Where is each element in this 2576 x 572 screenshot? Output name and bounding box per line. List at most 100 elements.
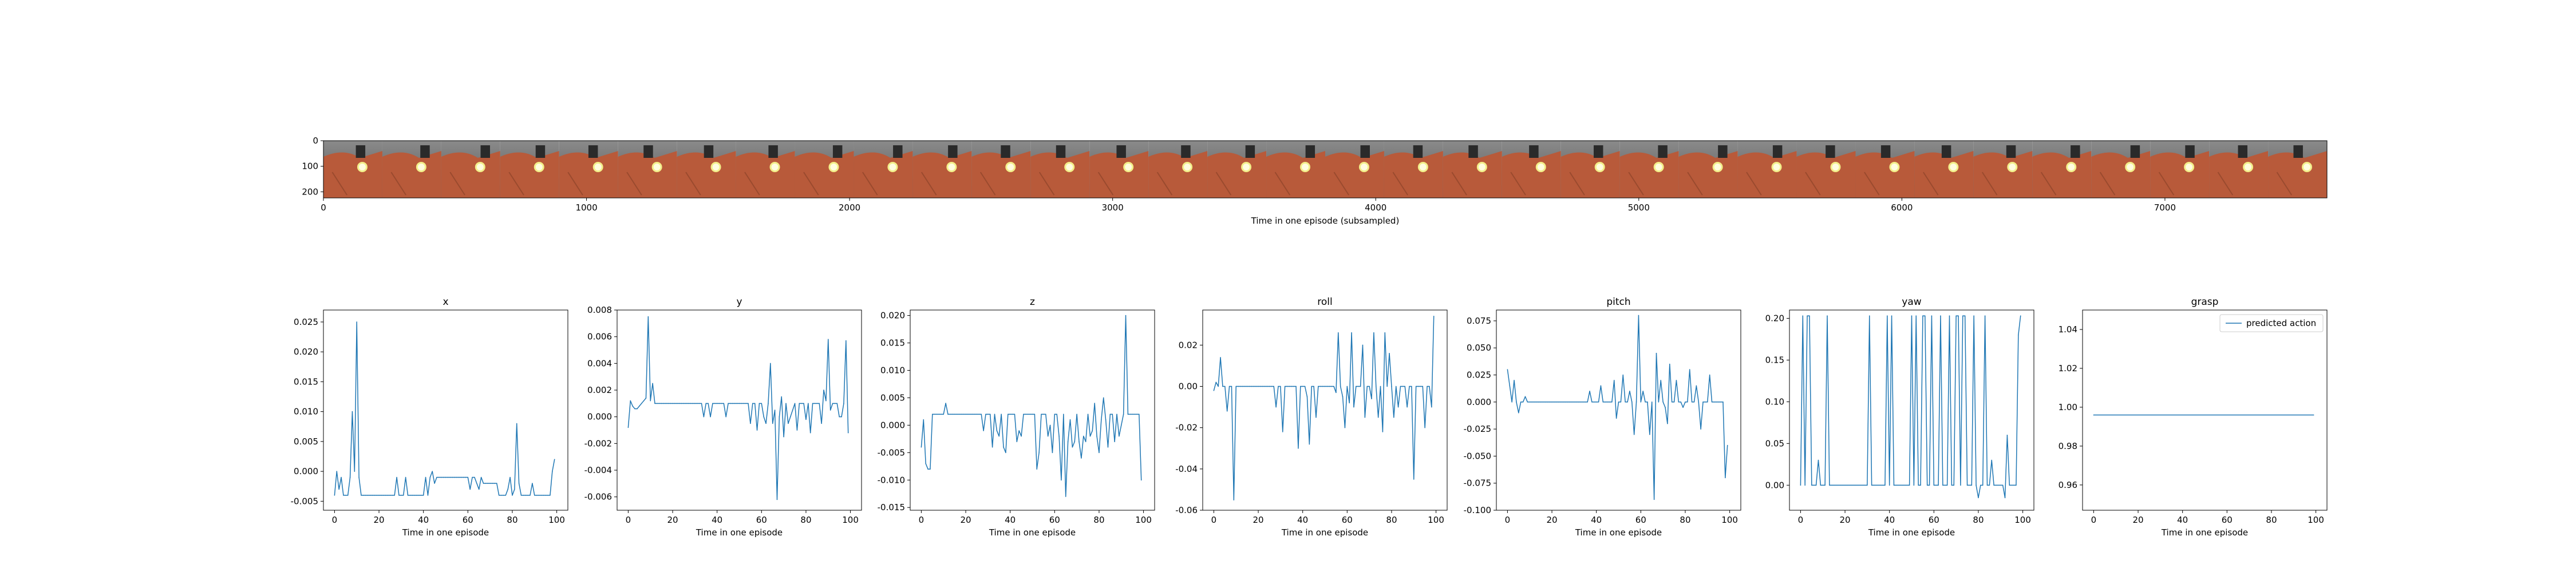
yaw-data-point <box>1986 484 1988 486</box>
grasp-ytick-label: 1.02 <box>2059 363 2077 374</box>
strip-frame <box>1443 141 1502 198</box>
z-data-point <box>1058 435 1060 437</box>
z-data-point <box>1032 414 1033 415</box>
grasp-axes-frame <box>2082 309 2328 511</box>
roll-data-point <box>1364 416 1366 418</box>
z-data-point <box>967 414 969 415</box>
pitch-data-point <box>1620 402 1622 403</box>
pitch-data-point <box>1633 434 1635 435</box>
pitch-data-point <box>1516 402 1517 403</box>
pitch-data-point <box>1689 369 1690 370</box>
strip-frame <box>1973 141 2033 198</box>
strip-axes: 0 1000 2000 3000 4000 5000 6000 7000 0 100 200 <box>302 136 2176 213</box>
roll-data-point <box>1235 386 1237 387</box>
x-data-point <box>543 495 544 496</box>
x-data-point <box>452 476 453 478</box>
strip-frame <box>441 141 500 198</box>
roll-xlabel: Time in one episode <box>1281 527 1368 538</box>
roll-data-point <box>1400 386 1401 387</box>
y-data-point <box>808 403 809 404</box>
yaw-data-point <box>1969 484 1970 486</box>
y-data-point <box>847 432 849 434</box>
x-data-point <box>505 495 507 496</box>
roll-data-point <box>1429 386 1430 387</box>
x-data-point <box>429 476 431 478</box>
y-data-point <box>712 403 713 404</box>
roll-data-point <box>1402 386 1404 387</box>
roll-data-point <box>1253 386 1255 387</box>
x-ytick-label: 0.005 <box>294 436 318 447</box>
x-xtick-label: 60 <box>463 515 473 525</box>
x-ytick-label: 0.000 <box>294 466 318 476</box>
yaw-data-point <box>2006 434 2008 436</box>
x-data-point <box>369 495 371 496</box>
y-data-point <box>779 416 780 418</box>
x-data-point <box>418 495 420 496</box>
x-data-point <box>374 495 376 496</box>
z-data-point <box>1054 414 1056 415</box>
yaw-data-point <box>1847 484 1848 486</box>
z-data-point <box>1136 414 1137 415</box>
roll-data-point <box>1420 386 1421 387</box>
roll-data-point <box>1291 386 1293 387</box>
y-data-point <box>652 383 653 384</box>
pitch-data-point <box>1602 402 1604 403</box>
x-data-point <box>338 488 339 490</box>
pitch-data-point <box>1696 385 1697 387</box>
roll-data-point <box>1262 386 1263 387</box>
strip-frame <box>618 141 677 198</box>
roll-data-point <box>1238 386 1239 387</box>
x-series-line <box>334 321 555 496</box>
y-data-point <box>756 430 758 431</box>
roll-data-point <box>1362 344 1364 346</box>
z-data-point <box>1061 479 1062 481</box>
yaw-data-point <box>1851 484 1852 486</box>
pitch-data-point <box>1629 391 1630 392</box>
x-xtick-label: 100 <box>548 515 565 525</box>
yaw-data-point <box>1868 315 1870 317</box>
x-data-point <box>547 495 548 496</box>
pitch-data-point <box>1685 402 1686 403</box>
roll-data-point <box>1240 386 1241 387</box>
x-data-point <box>401 495 402 496</box>
pitch-data-point <box>1635 402 1637 403</box>
pitch-data-point <box>1700 428 1701 430</box>
x-data-point <box>467 476 469 478</box>
yaw-data-point <box>1984 315 1986 317</box>
z-data-point <box>1082 435 1084 437</box>
yaw-data-point <box>1827 315 1828 317</box>
z-data-point <box>1036 468 1038 470</box>
z-data-point <box>1016 441 1018 442</box>
pitch-data-point <box>1524 396 1526 398</box>
strip-frame <box>1266 141 1325 198</box>
y-data-point <box>721 403 722 404</box>
yaw-xtick-label: 60 <box>1929 515 1939 525</box>
y-data-point <box>674 403 675 404</box>
yaw-data-point <box>1898 484 1899 486</box>
z-data-point <box>1119 435 1120 437</box>
y-data-point <box>814 403 816 404</box>
y-data-point <box>634 408 635 410</box>
yaw-data-point <box>1944 484 1946 486</box>
strip-frame <box>1502 141 1561 198</box>
y-data-point <box>698 403 700 404</box>
pitch-data-point <box>1618 402 1619 403</box>
x-data-point <box>383 495 384 496</box>
roll-data-point <box>1319 386 1321 387</box>
z-data-point <box>985 414 986 415</box>
y-ytick-label: 0.006 <box>587 332 612 342</box>
z-ytick-label: 0.010 <box>880 365 905 375</box>
x-data-point <box>520 495 522 496</box>
pitch-data-point <box>1598 402 1599 403</box>
z-data-point <box>943 414 945 415</box>
grasp-data-point <box>2313 414 2314 416</box>
y-data-point <box>776 499 778 500</box>
z-data-point <box>947 414 949 415</box>
roll-series-line <box>1213 316 1435 500</box>
z-data-point <box>1063 414 1064 415</box>
z-data-point <box>1139 414 1140 415</box>
x-data-point <box>525 495 527 496</box>
strip-frame <box>559 141 618 198</box>
x-data-point <box>458 476 460 478</box>
grasp-ytick-label: 0.96 <box>2059 480 2077 490</box>
